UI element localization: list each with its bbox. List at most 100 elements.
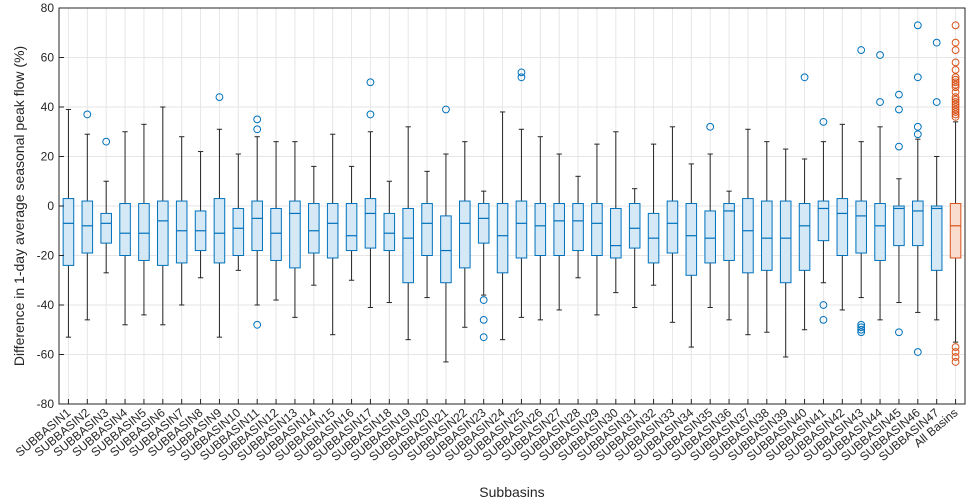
- iqr-box: [157, 200, 169, 266]
- box-subbasin33: [666, 126, 679, 323]
- box-subbasin14: [308, 165, 320, 286]
- outlier-point: [951, 21, 960, 30]
- outlier-point: [932, 38, 941, 47]
- outlier-point: [951, 65, 960, 74]
- box-subbasin12: [270, 141, 282, 301]
- outlier-point: [479, 315, 488, 324]
- outlier-point: [951, 75, 960, 84]
- iqr-box: [836, 198, 849, 256]
- box-subbasin42: [836, 123, 849, 311]
- y-tick-label: -40: [37, 298, 55, 312]
- box-subbasin8: [194, 151, 207, 279]
- iqr-box: [761, 200, 773, 271]
- y-tick-label: -80: [37, 397, 55, 411]
- box-subbasin7: [175, 136, 188, 306]
- box-subbasin37: [742, 128, 754, 336]
- outlier-point: [951, 98, 960, 106]
- outlier-point: [819, 301, 828, 309]
- outlier-point: [951, 353, 960, 361]
- box-subbasin31: [628, 188, 641, 308]
- box-subbasin39: [779, 148, 792, 358]
- box-subbasin21: [440, 105, 452, 363]
- iqr-box: [742, 198, 754, 274]
- outlier-point: [479, 333, 488, 342]
- outlier-point: [895, 142, 903, 151]
- outlier-point: [951, 80, 960, 89]
- iqr-box: [930, 205, 943, 271]
- outlier-point: [366, 110, 375, 119]
- iqr-box: [893, 205, 905, 247]
- outlier-point: [517, 68, 526, 77]
- outlier-point: [215, 93, 224, 101]
- box-subbasin10: [232, 153, 245, 271]
- iqr-box: [610, 207, 622, 259]
- box-subbasin18: [383, 180, 396, 304]
- iqr-box: [477, 203, 490, 244]
- iqr-box: [289, 200, 301, 269]
- outlier-point: [951, 108, 960, 116]
- boxplot-series: [62, 21, 962, 366]
- iqr-box: [345, 203, 358, 252]
- y-tick-label: -60: [37, 348, 55, 362]
- iqr-box: [874, 203, 886, 261]
- box-subbasin11: [251, 115, 263, 329]
- outlier-point: [857, 320, 866, 329]
- box-subbasin35: [704, 122, 716, 308]
- box-subbasin30: [610, 131, 622, 294]
- outlier-point: [951, 73, 960, 82]
- outlier-point: [857, 325, 866, 334]
- outlier-point: [102, 137, 111, 146]
- iqr-box: [62, 198, 75, 266]
- box-subbasin15: [326, 133, 339, 336]
- iqr-box: [704, 210, 716, 264]
- outlier-point: [951, 100, 960, 109]
- box-subbasin6: [157, 106, 169, 326]
- iqr-box: [402, 207, 414, 284]
- outlier-point: [913, 73, 922, 82]
- iqr-box: [798, 203, 811, 271]
- y-tick-label: 60: [41, 51, 55, 65]
- box-subbasin5: [138, 123, 150, 316]
- box-subbasin43: [855, 46, 867, 337]
- iqr-box: [138, 203, 150, 261]
- outlier-point: [951, 38, 960, 47]
- iqr-box: [949, 203, 962, 259]
- box-subbasin25: [515, 68, 528, 318]
- outlier-point: [951, 358, 960, 366]
- outlier-point: [913, 122, 922, 131]
- outlier-point: [253, 125, 262, 134]
- iqr-box: [119, 203, 131, 256]
- outlier-point: [913, 130, 922, 139]
- y-tick-label: 40: [41, 100, 55, 114]
- box-subbasin26: [534, 136, 547, 321]
- outlier-point: [951, 110, 960, 119]
- iqr-box: [459, 200, 471, 269]
- outlier-point: [857, 323, 866, 332]
- outlier-point: [951, 46, 960, 54]
- outlier-point: [951, 348, 960, 356]
- outlier-point: [951, 78, 960, 87]
- box-subbasin47: [930, 38, 943, 321]
- outlier-point: [876, 51, 884, 59]
- box-subbasin20: [421, 170, 433, 299]
- outlier-point: [895, 105, 903, 114]
- outlier-point: [951, 93, 960, 101]
- y-tick-label: 20: [41, 150, 55, 164]
- iqr-box: [553, 203, 565, 256]
- outlier-point: [951, 105, 960, 114]
- box-subbasin41: [817, 117, 830, 324]
- outlier-point: [895, 90, 903, 99]
- outlier-point: [951, 83, 960, 92]
- y-axis-title: Difference in 1-day average seasonal pea…: [11, 46, 27, 366]
- outlier-point: [913, 21, 922, 30]
- iqr-box: [364, 198, 377, 249]
- outlier-point: [253, 115, 262, 124]
- iqr-box: [666, 200, 679, 254]
- box-all-basins: [949, 21, 962, 366]
- box-subbasin23: [477, 190, 490, 342]
- iqr-box: [685, 203, 698, 276]
- y-axis-ticks: -80 -60 -40 -20 0 20 40 60 80: [37, 1, 64, 411]
- box-subbasin38: [761, 141, 773, 333]
- box-subbasin19: [402, 126, 414, 341]
